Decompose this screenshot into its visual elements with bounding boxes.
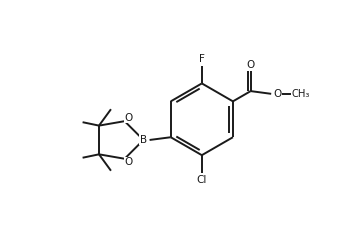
Text: F: F — [199, 54, 205, 64]
Text: CH₃: CH₃ — [291, 89, 310, 99]
Text: O: O — [125, 113, 133, 123]
Text: O: O — [125, 157, 133, 167]
Text: O: O — [246, 60, 255, 70]
Text: O: O — [273, 89, 281, 99]
Text: Cl: Cl — [196, 175, 207, 185]
Text: B: B — [140, 135, 147, 145]
